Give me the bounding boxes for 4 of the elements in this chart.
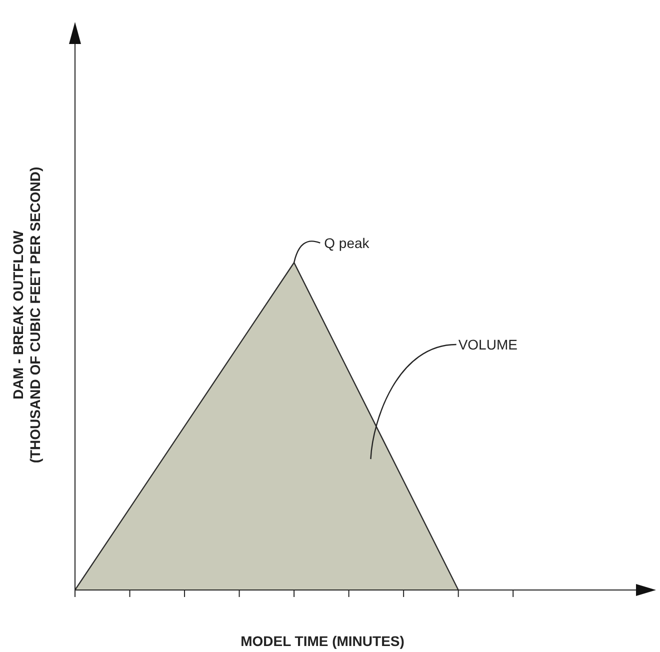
y-axis-title: DAM - BREAK OUTFLOW (THOUSAND OF CUBIC FEET PER SECOND) <box>10 166 43 464</box>
annotation: VOLUME <box>458 336 518 352</box>
text: Q peak <box>324 234 370 251</box>
x-axis-title: MODEL TIME (MINUTES) <box>240 633 404 649</box>
